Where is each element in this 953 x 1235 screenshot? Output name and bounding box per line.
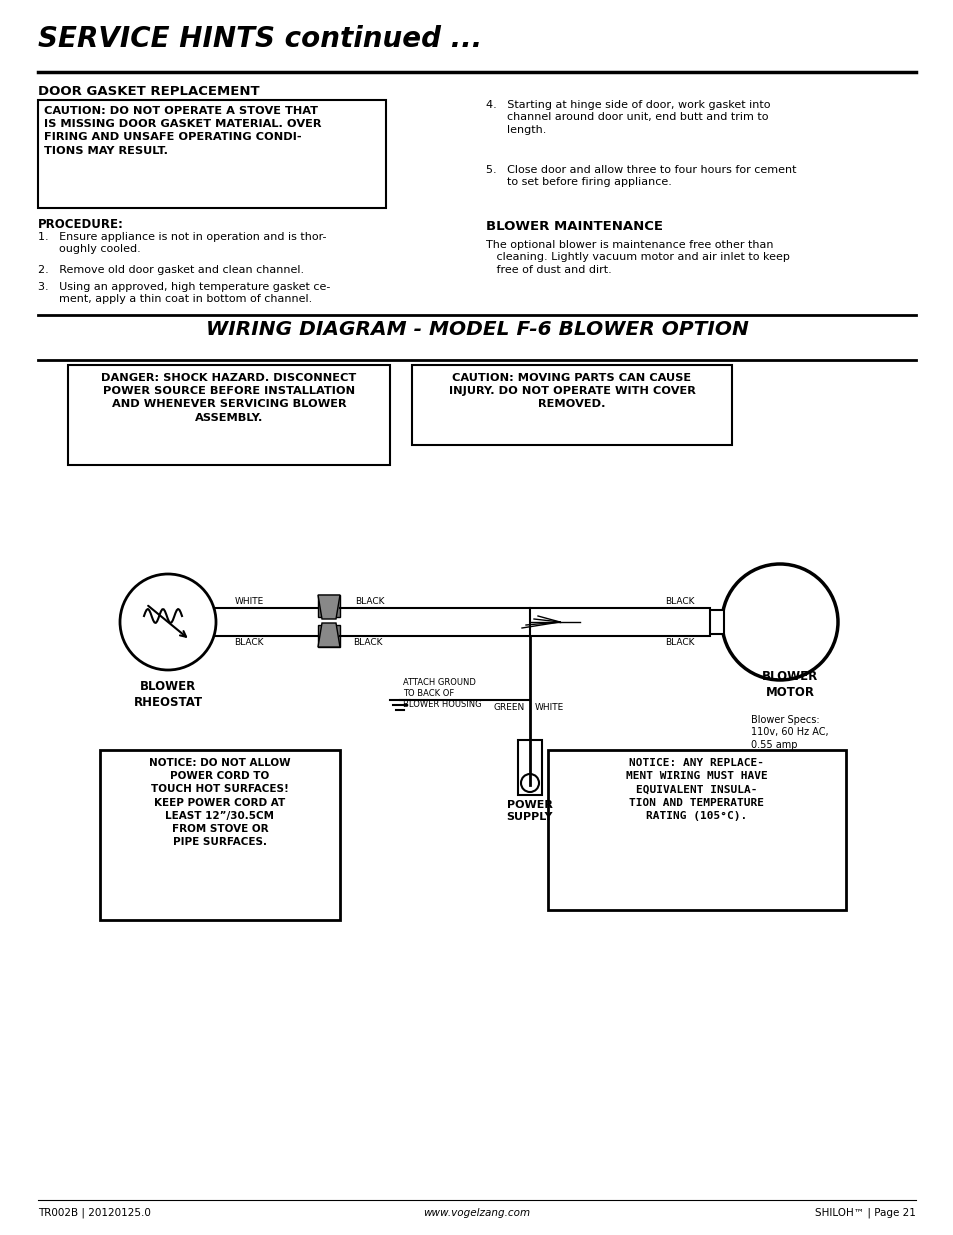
Text: BLACK: BLACK	[664, 638, 694, 647]
Text: The optional blower is maintenance free other than
   cleaning. Lightly vacuum m: The optional blower is maintenance free …	[485, 240, 789, 275]
Bar	[38, 100, 386, 207]
Text: WHITE: WHITE	[535, 703, 563, 713]
Text: CAUTION: DO NOT OPERATE A STOVE THAT
IS MISSING DOOR GASKET MATERIAL. OVER
FIRIN: CAUTION: DO NOT OPERATE A STOVE THAT IS …	[44, 106, 321, 156]
Text: DOOR GASKET REPLACEMENT: DOOR GASKET REPLACEMENT	[38, 85, 259, 98]
Text: ATTACH GROUND
TO BACK OF
BLOWER HOUSING: ATTACH GROUND TO BACK OF BLOWER HOUSING	[402, 678, 481, 709]
Text: 4.   Starting at hinge side of door, work gasket into
      channel around door : 4. Starting at hinge side of door, work …	[485, 100, 770, 135]
Text: POWER
SUPPLY: POWER SUPPLY	[506, 800, 553, 821]
Bar	[517, 740, 541, 795]
Text: BLACK: BLACK	[355, 597, 384, 606]
Text: PROCEDURE:: PROCEDURE:	[38, 219, 124, 231]
Text: DANGER: SHOCK HAZARD. DISCONNECT
POWER SOURCE BEFORE INSTALLATION
AND WHENEVER S: DANGER: SHOCK HAZARD. DISCONNECT POWER S…	[101, 373, 356, 422]
Text: CAUTION: MOVING PARTS CAN CAUSE
INJURY. DO NOT OPERATE WITH COVER
REMOVED.: CAUTION: MOVING PARTS CAN CAUSE INJURY. …	[448, 373, 695, 409]
Bar	[317, 595, 339, 618]
Text: www.vogelzang.com: www.vogelzang.com	[423, 1208, 530, 1218]
Text: BLOWER
RHEOSTAT: BLOWER RHEOSTAT	[133, 680, 202, 709]
Text: BLACK: BLACK	[234, 638, 263, 647]
Bar	[317, 625, 339, 647]
Text: 3.   Using an approved, high temperature gasket ce-
      ment, apply a thin coa: 3. Using an approved, high temperature g…	[38, 282, 330, 304]
Polygon shape	[317, 595, 339, 619]
Bar	[412, 366, 731, 445]
Text: BLOWER MAINTENANCE: BLOWER MAINTENANCE	[485, 220, 662, 233]
Polygon shape	[317, 622, 339, 647]
Text: NOTICE: DO NOT ALLOW
POWER CORD TO
TOUCH HOT SURFACES!
KEEP POWER CORD AT
LEAST : NOTICE: DO NOT ALLOW POWER CORD TO TOUCH…	[149, 758, 291, 847]
Text: BLACK: BLACK	[664, 597, 694, 606]
Text: SHILOH™ | Page 21: SHILOH™ | Page 21	[814, 1208, 915, 1219]
Text: NOTICE: ANY REPLACE-
MENT WIRING MUST HAVE
EQUIVALENT INSULA-
TION AND TEMPERATU: NOTICE: ANY REPLACE- MENT WIRING MUST HA…	[625, 758, 767, 821]
Text: WHITE: WHITE	[234, 597, 263, 606]
Text: TR002B | 20120125.0: TR002B | 20120125.0	[38, 1208, 151, 1219]
Text: Blower Specs:
110v, 60 Hz AC,
0.55 amp: Blower Specs: 110v, 60 Hz AC, 0.55 amp	[750, 715, 828, 750]
Text: GREEN: GREEN	[494, 703, 524, 713]
Text: BLACK: BLACK	[353, 638, 382, 647]
Text: WIRING DIAGRAM - MODEL F-6 BLOWER OPTION: WIRING DIAGRAM - MODEL F-6 BLOWER OPTION	[205, 320, 748, 338]
Bar	[100, 750, 339, 920]
Text: 5.   Close door and allow three to four hours for cement
      to set before fir: 5. Close door and allow three to four ho…	[485, 165, 796, 188]
Bar	[68, 366, 390, 466]
Bar	[709, 610, 723, 634]
Text: 2.   Remove old door gasket and clean channel.: 2. Remove old door gasket and clean chan…	[38, 266, 304, 275]
Text: 1.   Ensure appliance is not in operation and is thor-
      oughly cooled.: 1. Ensure appliance is not in operation …	[38, 232, 326, 254]
Text: BLOWER
MOTOR: BLOWER MOTOR	[761, 671, 818, 699]
Text: SERVICE HINTS continued ...: SERVICE HINTS continued ...	[38, 25, 481, 53]
Bar	[547, 750, 845, 910]
